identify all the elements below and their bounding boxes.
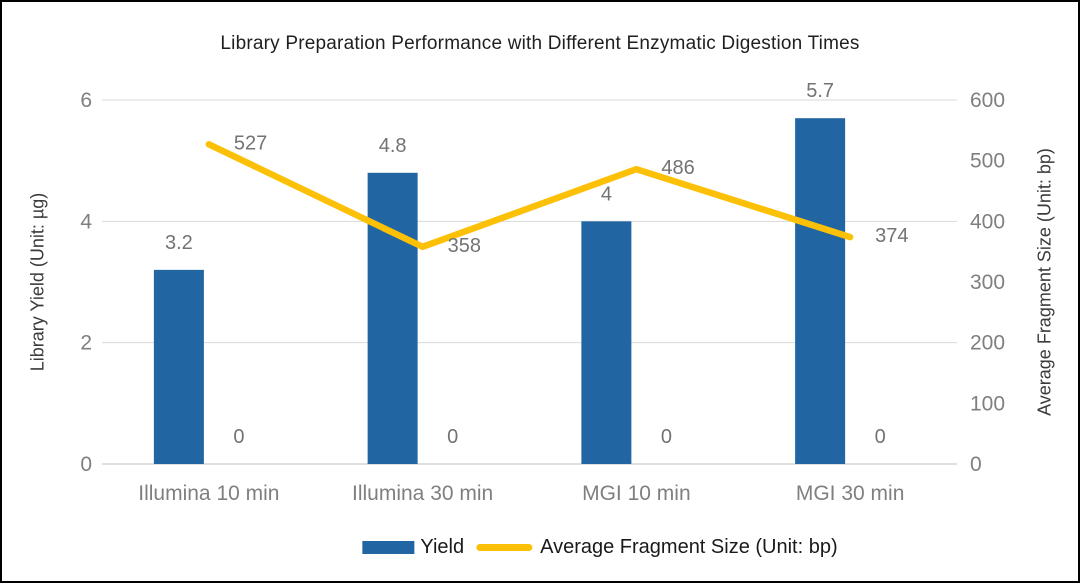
secondary-axis-tick-label: 600 xyxy=(970,89,1005,112)
bar-value-label: 4 xyxy=(601,183,612,205)
bar-value-label: 4.8 xyxy=(379,135,407,157)
line-value-label: 527 xyxy=(234,132,267,154)
secondary-axis-tick-label: 200 xyxy=(970,332,1005,355)
line-value-label: 374 xyxy=(875,225,908,247)
zero-value-label: 0 xyxy=(875,426,886,448)
x-axis-category-label: MGI 30 min xyxy=(796,482,905,505)
line-value-label: 486 xyxy=(661,157,694,179)
secondary-axis-tick-label: 500 xyxy=(970,150,1005,173)
secondary-axis-tick-label: 400 xyxy=(970,210,1005,233)
y-axis-tick-label: 0 xyxy=(80,453,92,476)
y-axis-tick-label: 2 xyxy=(80,332,92,355)
bar-value-label: 3.2 xyxy=(165,232,193,254)
secondary-axis-tick-label: 100 xyxy=(970,392,1005,415)
yield-bar xyxy=(367,172,418,465)
x-axis-category-label: MGI 10 min xyxy=(582,482,691,505)
legend: Yield Average Fragment Size (Unit: bp) xyxy=(362,536,838,559)
zero-value-label: 0 xyxy=(447,426,458,448)
chart-title: Library Preparation Performance with Dif… xyxy=(220,33,860,54)
line-value-label: 358 xyxy=(448,235,481,257)
zero-value-label: 0 xyxy=(661,426,672,448)
bar-value-label: 5.7 xyxy=(806,80,834,102)
yield-bar xyxy=(795,118,846,464)
yield-bar xyxy=(153,269,204,464)
secondary-axis-tick-label: 0 xyxy=(970,453,982,476)
fragment-size-legend-label: Average Fragment Size (Unit: bp) xyxy=(540,536,838,558)
zero-value-label: 0 xyxy=(233,426,244,448)
x-axis-category-label: Illumina 10 min xyxy=(138,482,279,505)
fragment-size-line xyxy=(205,141,854,251)
y-axis-tick-label: 4 xyxy=(80,210,92,233)
yield-bar xyxy=(581,221,632,464)
secondary-axis-tick-label: 300 xyxy=(970,271,1005,294)
y-axis-tick-label: 6 xyxy=(80,89,92,112)
yield-legend-label: Yield xyxy=(420,536,465,558)
x-axis-category-label: Illumina 30 min xyxy=(352,482,493,505)
yield-legend-swatch xyxy=(362,541,415,554)
fragment-size-legend-swatch xyxy=(476,544,533,551)
